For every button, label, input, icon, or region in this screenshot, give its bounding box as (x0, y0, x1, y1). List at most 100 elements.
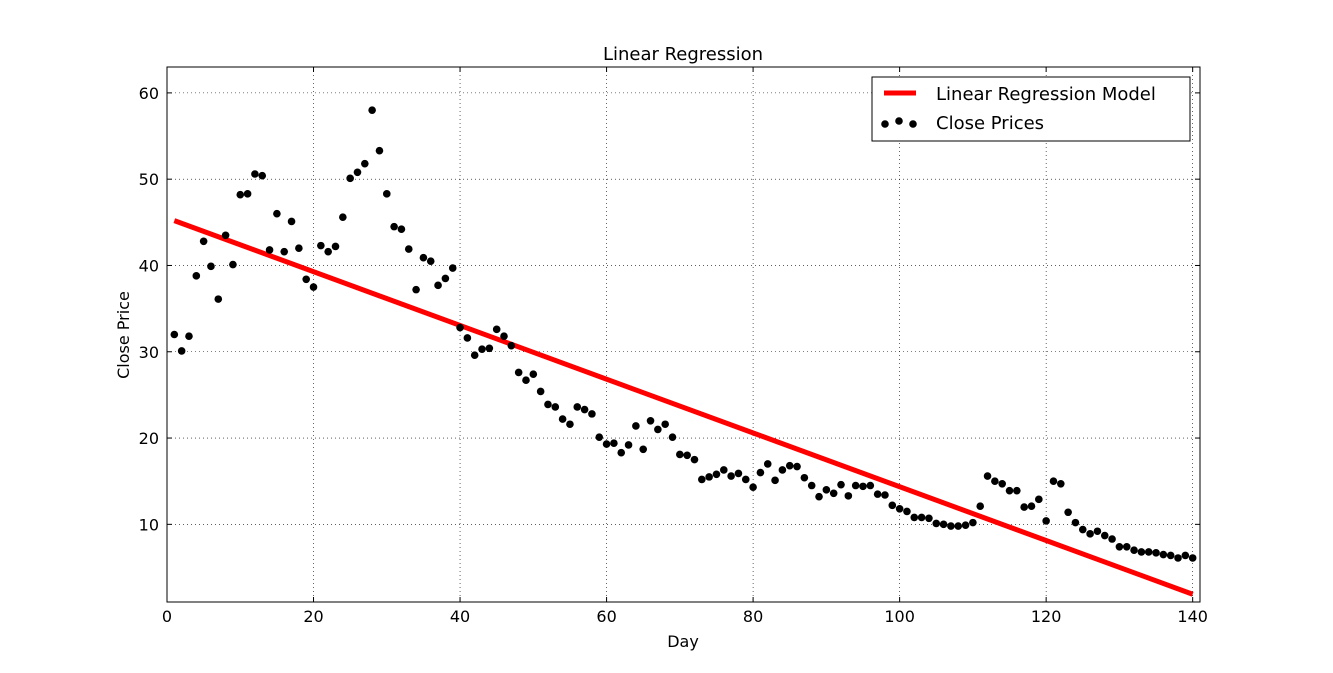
y-tick-label: 40 (139, 256, 159, 275)
y-tick-label: 30 (139, 343, 159, 362)
close-price-point (1042, 517, 1050, 525)
close-price-point (917, 513, 926, 522)
close-price-point (221, 231, 230, 240)
close-price-point (712, 470, 721, 479)
close-price-point (1035, 495, 1043, 504)
close-price-point (485, 344, 494, 353)
close-price-point (1144, 548, 1153, 556)
y-tick-label: 20 (139, 429, 159, 448)
close-price-point (251, 170, 259, 178)
close-price-point (514, 368, 523, 377)
close-price-point (837, 480, 845, 489)
x-axis-label: Day (667, 632, 699, 651)
close-price-point (236, 190, 245, 199)
close-price-point (1174, 554, 1182, 562)
close-price-point (741, 475, 750, 484)
close-price-point (925, 514, 933, 523)
close-price-point (822, 486, 831, 494)
x-tick-label: 120 (1031, 607, 1062, 626)
legend-point-swatch (881, 117, 917, 128)
close-price-point (492, 325, 501, 334)
close-price-point (361, 159, 369, 168)
close-price-point (353, 168, 362, 177)
close-price-point (1152, 549, 1160, 557)
close-price-point (785, 461, 794, 470)
y-axis-label: Close Price (114, 291, 133, 379)
close-price-point (617, 448, 626, 457)
close-price-point (339, 213, 347, 221)
plot-frame (166, 66, 1201, 603)
close-price-point (632, 422, 640, 430)
close-price-point (1049, 477, 1058, 485)
close-price-point (404, 245, 413, 253)
close-price-point (258, 171, 267, 180)
close-price-point (851, 481, 860, 490)
close-price-point (397, 225, 406, 234)
close-price-point (1027, 502, 1036, 511)
close-price-point (866, 481, 875, 490)
chart-title: Linear Regression (603, 44, 763, 65)
close-price-point (573, 403, 582, 411)
close-price-point (522, 376, 530, 385)
close-price-point (815, 492, 823, 501)
close-price-point (478, 345, 486, 353)
close-price-point (1093, 527, 1102, 536)
close-price-point (939, 520, 948, 529)
close-price-point (624, 441, 633, 449)
close-price-point (1188, 554, 1197, 562)
close-price-point (1005, 486, 1014, 495)
axis-ticks: 0 20 40 60 80 100 120 140 10 20 30 40 50 60 (139, 67, 1208, 626)
close-price-point (610, 439, 618, 448)
close-price-point (895, 505, 904, 513)
close-price-point (676, 450, 684, 459)
close-price-point (463, 334, 472, 342)
close-price-point (419, 253, 428, 262)
close-price-point (683, 451, 691, 460)
close-price-point (588, 410, 596, 418)
close-price-point (170, 330, 179, 339)
close-price-point (536, 387, 545, 396)
close-price-point (1181, 551, 1190, 560)
close-price-point (932, 519, 941, 528)
close-price-point (295, 244, 303, 253)
close-price-point (273, 209, 281, 218)
close-price-point (566, 420, 574, 429)
x-tick-label: 100 (884, 607, 915, 626)
close-price-point (771, 476, 779, 485)
close-price-point (265, 246, 274, 254)
close-price-point (1108, 535, 1116, 543)
close-price-point (199, 237, 208, 246)
close-price-point (1071, 518, 1080, 527)
close-price-point (441, 274, 450, 283)
close-price-point (1115, 542, 1124, 551)
close-price-point (719, 466, 728, 474)
close-price-point (976, 502, 985, 511)
close-price-point (317, 241, 325, 250)
close-price-point (280, 247, 289, 256)
close-price-point (903, 507, 911, 516)
close-price-point (434, 281, 442, 290)
close-price-point (654, 425, 662, 434)
close-price-point (507, 341, 516, 350)
close-price-point (969, 518, 977, 527)
close-price-point (1057, 479, 1065, 488)
x-tick-label: 140 (1177, 607, 1208, 626)
close-price-point (229, 260, 237, 269)
close-price-point (602, 440, 611, 448)
close-price-point (954, 522, 963, 530)
close-price-point (910, 513, 919, 522)
close-price-point (287, 217, 296, 226)
regression-line-layer (173, 218, 1194, 597)
scatter-points-layer (170, 106, 1197, 562)
close-price-point (756, 468, 765, 477)
x-tick-label: 40 (450, 607, 470, 626)
close-price-point (800, 473, 809, 482)
close-price-point (991, 477, 999, 485)
close-price-point (456, 323, 464, 332)
legend-box (871, 76, 1191, 142)
close-price-point (705, 473, 713, 481)
close-price-point (448, 264, 457, 272)
close-price-point (859, 482, 867, 491)
x-tick-label: 20 (303, 607, 323, 626)
